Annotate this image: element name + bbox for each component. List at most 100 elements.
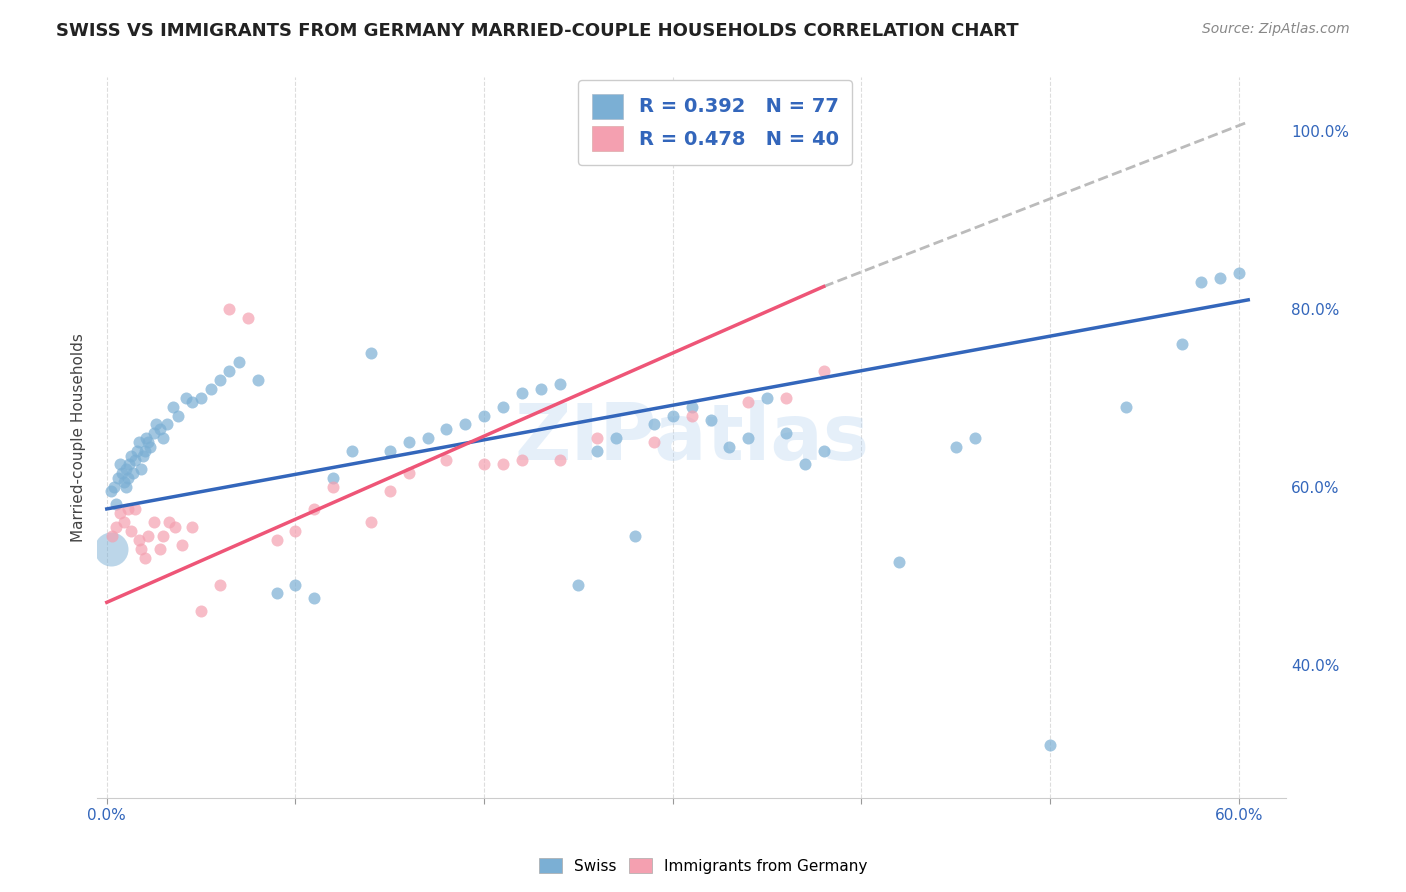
Point [120,449,142,463]
Point [136,435,159,450]
Point [492,458,515,472]
Point [340,444,363,458]
Point [492,400,515,414]
Point [124,502,146,516]
Legend: R = 0.392   N = 77, R = 0.478   N = 40: R = 0.392 N = 77, R = 0.478 N = 40 [578,80,852,165]
Point [889,555,911,569]
Point [304,591,326,605]
Point [1115,400,1137,414]
Point [963,431,986,445]
Text: Source: ZipAtlas.com: Source: ZipAtlas.com [1202,22,1350,37]
Legend: Swiss, Immigrants from Germany: Swiss, Immigrants from Germany [533,852,873,880]
Point [416,431,439,445]
Point [434,422,457,436]
Point [643,417,665,432]
Point [775,426,797,441]
Point [167,409,190,423]
Point [200,382,222,396]
Point [1209,270,1232,285]
Point [586,431,609,445]
Point [530,382,553,396]
Point [793,458,815,472]
Point [105,498,128,512]
Point [100,484,122,499]
Point [117,502,139,516]
Point [398,435,420,450]
Point [360,346,382,360]
Point [510,386,533,401]
Point [756,391,779,405]
Point [131,449,153,463]
Point [548,377,571,392]
Point [662,409,685,423]
Point [548,453,571,467]
Point [100,541,122,556]
Point [218,301,240,316]
Point [142,426,165,441]
Point [112,516,135,530]
Point [1189,275,1212,289]
Point [605,431,627,445]
Point [643,435,665,450]
Point [775,391,797,405]
Point [1171,337,1194,351]
Point [157,516,180,530]
Point [624,528,647,542]
Point [114,462,136,476]
Point [136,528,159,542]
Point [149,541,172,556]
Point [266,586,288,600]
Point [105,519,128,533]
Point [107,471,129,485]
Point [174,391,197,405]
Point [190,604,212,618]
Point [284,577,307,591]
Point [129,462,152,476]
Point [378,444,401,458]
Point [172,537,194,551]
Point [190,391,212,405]
Point [108,458,131,472]
Point [103,480,125,494]
Point [699,413,721,427]
Point [118,458,141,472]
Point [128,435,150,450]
Point [472,409,495,423]
Point [120,524,142,538]
Point [124,453,146,467]
Point [180,519,202,533]
Point [322,480,344,494]
Point [737,431,759,445]
Point [134,444,156,458]
Point [1039,738,1062,752]
Point [284,524,307,538]
Point [246,373,269,387]
Point [111,467,134,481]
Point [152,528,174,542]
Point [945,440,967,454]
Point [304,502,326,516]
Point [156,417,179,432]
Point [208,373,231,387]
Point [208,577,231,591]
Point [163,519,186,533]
Point [1227,266,1250,280]
Point [681,409,703,423]
Point [398,467,420,481]
Point [152,431,174,445]
Point [180,395,202,409]
Point [472,458,495,472]
Point [128,533,150,547]
Point [434,453,457,467]
Point [162,400,184,414]
Point [135,431,157,445]
Point [322,471,344,485]
Point [266,533,288,547]
Point [134,550,156,565]
Point [813,364,835,378]
Y-axis label: Married-couple Households: Married-couple Households [72,334,86,542]
Point [586,444,609,458]
Point [737,395,759,409]
Point [125,444,148,458]
Point [813,444,835,458]
